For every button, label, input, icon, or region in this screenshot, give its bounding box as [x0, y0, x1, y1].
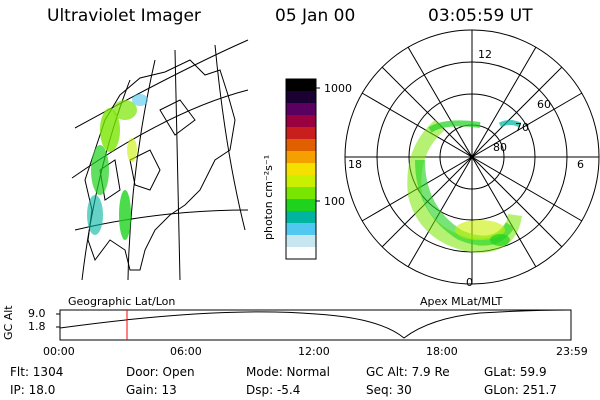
colorbar-swatch: [286, 223, 316, 236]
app-title: Ultraviolet Imager: [47, 6, 201, 26]
altitude-ytick-9: 9.0: [28, 307, 46, 320]
mlt-label-12: 12: [478, 48, 492, 61]
colorbar-swatch: [286, 151, 316, 164]
date-label: 05 Jan 00: [275, 6, 356, 26]
mlat-label-80: 80: [493, 141, 507, 154]
info-seq: Seq: 30: [366, 383, 412, 397]
polar-panel-label: Apex MLat/MLT: [420, 295, 503, 308]
colorbar-swatch: [286, 79, 316, 92]
colorbar-swatch: [286, 139, 316, 152]
colorbar-swatch: [286, 187, 316, 200]
altitude-xtick: 00:00: [43, 345, 75, 358]
polar-plot: [344, 29, 600, 285]
time-label: 03:05:59 UT: [428, 6, 533, 26]
info-gc-alt: GC Alt: 7.9 Re: [366, 365, 450, 379]
colorbar-swatch: [286, 127, 316, 140]
info-glat: GLat: 59.9: [484, 365, 547, 379]
mlt-label-18: 18: [348, 158, 362, 171]
geo-panel-label: Geographic Lat/Lon: [68, 295, 176, 308]
colorbar-swatch: [286, 103, 316, 116]
colorbar: [285, 78, 317, 260]
colorbar-swatch: [286, 211, 316, 224]
altitude-ylabel: GC Alt: [2, 305, 15, 340]
aurora-emission-geo: [87, 94, 148, 240]
colorbar-swatch: [286, 115, 316, 128]
mlt-label-6: 6: [577, 158, 584, 171]
mlat-label-70: 70: [515, 121, 529, 134]
colorbar-tick-100: 100: [324, 195, 345, 208]
colorbar-swatch: [286, 235, 316, 248]
colorbar-tick-1000: 1000: [324, 82, 352, 95]
mlat-label-60: 60: [537, 98, 551, 111]
info-dsp: Dsp: -5.4: [246, 383, 301, 397]
info-door: Door: Open: [126, 365, 195, 379]
altitude-plot: [56, 309, 572, 341]
info-flight: Flt: 1304: [10, 365, 64, 379]
colorbar-label: photon cm⁻²s⁻¹: [262, 154, 275, 240]
colorbar-swatch: [286, 91, 316, 104]
aurora-oval: [407, 119, 522, 253]
colorbar-swatch: [286, 247, 316, 260]
altitude-xtick: 06:00: [170, 345, 202, 358]
altitude-xtick: 12:00: [298, 345, 330, 358]
altitude-xtick: 23:59: [556, 345, 588, 358]
info-gain: Gain: 13: [126, 383, 177, 397]
info-ip: IP: 18.0: [10, 383, 56, 397]
colorbar-frame: [285, 78, 317, 260]
colorbar-swatch: [286, 175, 316, 188]
geographic-map: [71, 39, 249, 281]
colorbar-swatch: [286, 199, 316, 212]
info-glon: GLon: 251.7: [484, 383, 557, 397]
altitude-xtick: 18:00: [426, 345, 458, 358]
info-mode: Mode: Normal: [246, 365, 330, 379]
colorbar-swatch: [286, 163, 316, 176]
altitude-ytick-1: 1.8: [28, 320, 46, 333]
mlt-label-0: 0: [466, 276, 473, 289]
